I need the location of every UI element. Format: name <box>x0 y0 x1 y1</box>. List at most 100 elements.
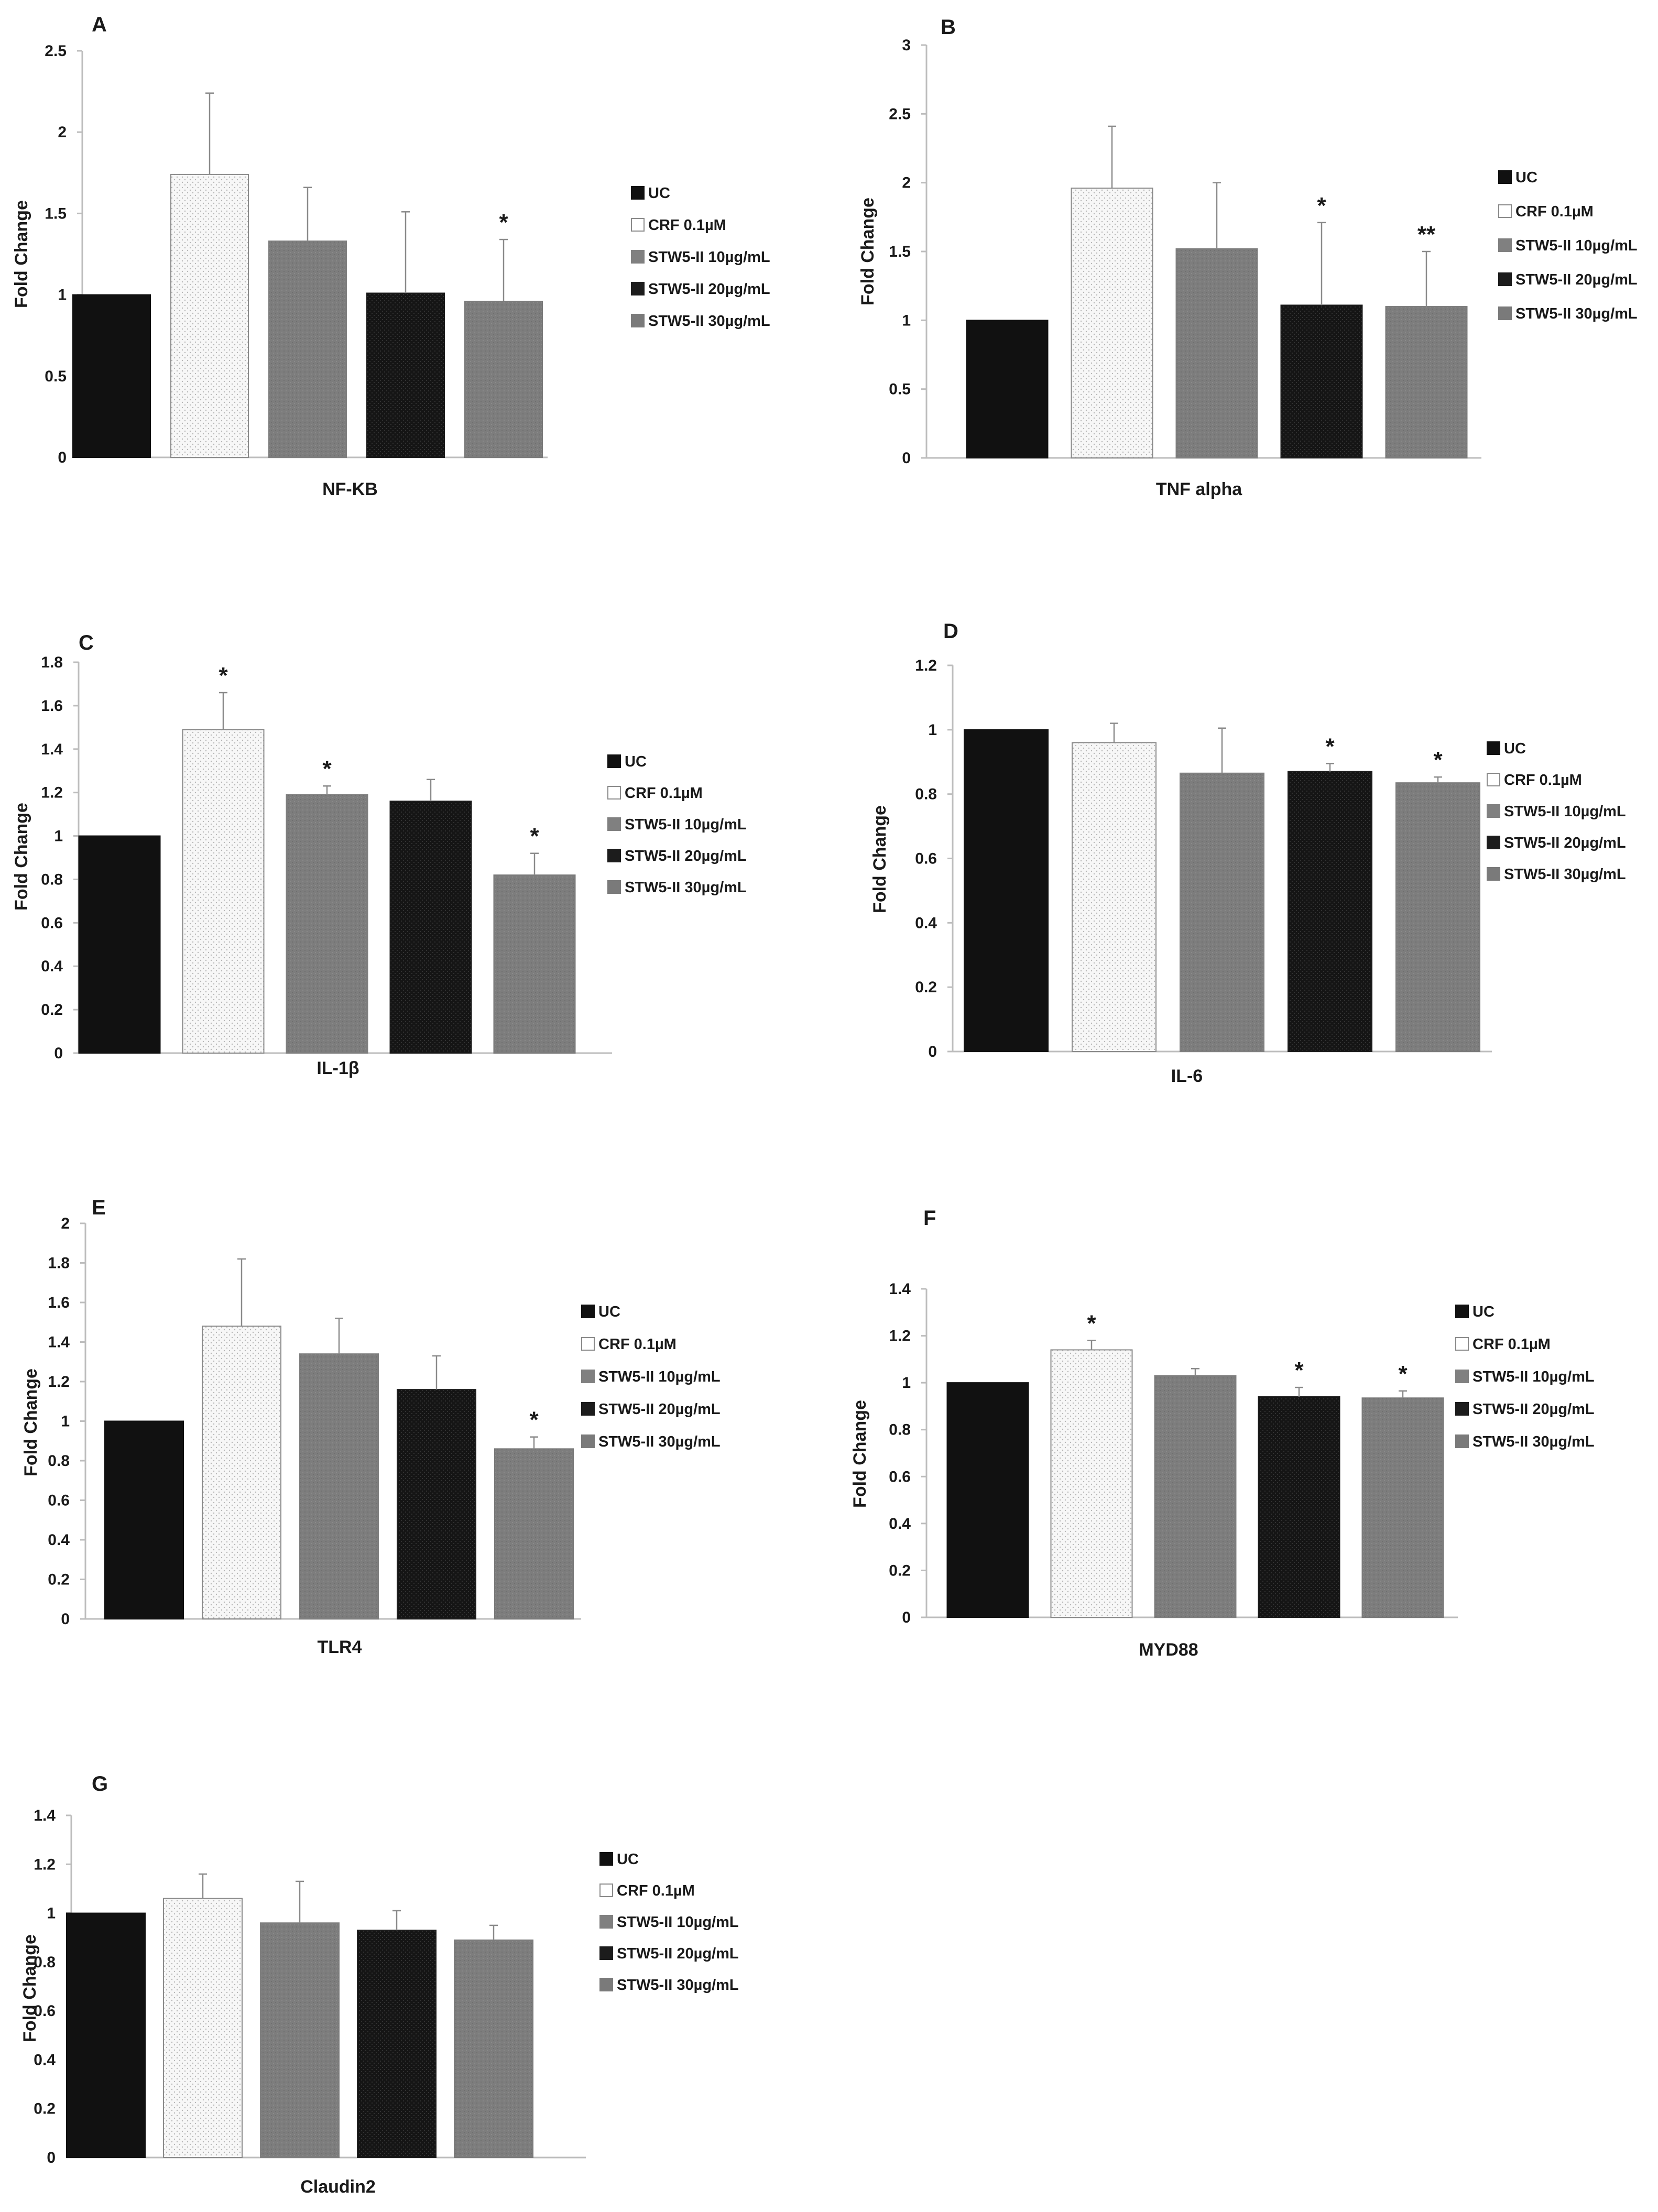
legend-label: STW5-II 30µg/mL <box>625 879 747 896</box>
bar <box>1050 1349 1133 1618</box>
y-tick-label: 0.4 <box>889 1515 911 1532</box>
legend-swatch <box>1455 1434 1469 1448</box>
legend-label: STW5-II 20µg/mL <box>625 848 747 864</box>
legend-swatch <box>607 880 621 894</box>
panel-letter: D <box>943 620 958 643</box>
legend-label: STW5-II 20µg/mL <box>598 1401 721 1418</box>
bar <box>366 292 445 458</box>
bar <box>454 1939 533 2159</box>
y-tick-label: 2 <box>58 124 67 141</box>
legend-label: STW5-II 20µg/mL <box>648 281 770 298</box>
legend-label: CRF 0.1µM <box>648 217 726 234</box>
legend-swatch <box>599 1915 613 1929</box>
y-tick-label: 0.5 <box>889 381 911 398</box>
x-axis-label: NF-KB <box>322 479 378 499</box>
legend-swatch <box>1498 238 1512 252</box>
legend-swatch <box>581 1305 595 1318</box>
y-tick-label: 0 <box>58 449 67 466</box>
legend-label: STW5-II 10µg/mL <box>1515 237 1638 254</box>
bar <box>1288 771 1372 1053</box>
y-tick-label: 0.6 <box>889 1468 911 1485</box>
bar <box>357 1930 437 2158</box>
legend-label: STW5-II 20µg/mL <box>1472 1401 1595 1418</box>
x-axis-label: IL-1β <box>317 1058 359 1078</box>
y-tick-label: 1 <box>47 1905 56 1922</box>
legend-swatch <box>581 1337 595 1351</box>
panels-group: A 0 0.5 1 1.5 2 2.5 Fold Change NF-KB * UC CRF 0.1µ… <box>12 13 1638 2197</box>
y-tick-label: 1.4 <box>34 1807 56 1824</box>
y-tick-label: 1 <box>902 312 911 329</box>
legend-swatch <box>1455 1370 1469 1383</box>
x-axis-label: Claudin2 <box>300 2177 376 2197</box>
bar <box>494 1448 574 1620</box>
legend-swatch <box>1455 1402 1469 1416</box>
panel-e: E 0 0.2 0.4 0.6 0.8 1 1.2 1.4 1.6 1.8 2 Fold Change T… <box>21 1196 721 1657</box>
y-tick-label: 1 <box>928 721 937 739</box>
y-tick-label: 2 <box>902 174 911 192</box>
significance-marker: * <box>530 824 539 849</box>
legend-swatch <box>581 1370 595 1383</box>
legend-swatch <box>1487 836 1500 849</box>
y-tick-label: 1.2 <box>34 1856 56 1873</box>
legend-label: STW5-II 30µg/mL <box>1504 866 1626 883</box>
legend-label: STW5-II 10µg/mL <box>648 249 770 266</box>
bar <box>182 729 265 1054</box>
legend-label: STW5-II 10µg/mL <box>625 816 747 833</box>
legend-label: UC <box>617 1851 639 1868</box>
legend-swatch <box>1455 1337 1469 1351</box>
bar <box>163 1898 243 2158</box>
bar <box>1072 742 1157 1052</box>
significance-marker: * <box>322 756 332 782</box>
y-tick-label: 0.8 <box>889 1421 911 1439</box>
legend-label: UC <box>598 1304 620 1320</box>
bar <box>72 294 151 458</box>
y-tick-label: 0.2 <box>41 1001 63 1019</box>
legend-label: STW5-II 10µg/mL <box>598 1368 721 1385</box>
legend-label: CRF 0.1µM <box>1472 1336 1551 1353</box>
y-tick-label: 1 <box>54 828 63 845</box>
legend-swatch <box>631 250 645 264</box>
y-tick-label: 1.6 <box>48 1294 70 1311</box>
legend-swatch <box>607 754 621 768</box>
bar <box>1175 248 1258 458</box>
y-tick-label: 0.6 <box>41 914 63 932</box>
legend-label: STW5-II 30µg/mL <box>598 1433 721 1450</box>
panel-f: F 0 0.2 0.4 0.6 0.8 1 1.2 1.4 Fold Change MYD88 * * *… <box>850 1207 1595 1660</box>
bar <box>1071 188 1153 458</box>
legend-swatch <box>1487 773 1500 786</box>
legend-label: STW5-II 20µg/mL <box>1515 271 1638 288</box>
bar <box>1180 772 1264 1052</box>
y-axis-label: Fold Change <box>21 1368 41 1476</box>
significance-marker: * <box>219 663 228 688</box>
legend-label: STW5-II 10µg/mL <box>617 1914 739 1931</box>
legend-label: UC <box>1472 1304 1495 1320</box>
legend-label: STW5-II 30µg/mL <box>1515 305 1638 322</box>
legend-swatch <box>631 218 645 232</box>
y-tick-label: 0.8 <box>915 786 937 803</box>
legend-label: UC <box>625 753 647 770</box>
panel-a: A 0 0.5 1 1.5 2 2.5 Fold Change NF-KB * UC CRF 0.1µ… <box>12 13 770 499</box>
panel-g: G 0 0.2 0.4 0.6 0.8 1 1.2 1.4 Fold Change Claudin2… <box>20 1772 739 2197</box>
y-tick-label: 3 <box>902 37 911 54</box>
y-tick-label: 1 <box>61 1413 70 1430</box>
y-tick-label: 1.2 <box>41 784 63 802</box>
legend-swatch <box>1455 1305 1469 1318</box>
significance-marker: * <box>529 1407 539 1433</box>
y-tick-label: 0.2 <box>34 2100 56 2118</box>
legend-swatch <box>607 849 621 862</box>
legend-label: STW5-II 30µg/mL <box>648 313 770 330</box>
legend-label: STW5-II 20µg/mL <box>617 1945 739 1962</box>
bar <box>493 874 576 1054</box>
y-axis-label: Fold Change <box>870 805 890 913</box>
legend-swatch <box>599 1884 613 1897</box>
significance-marker: * <box>1433 747 1443 773</box>
legend-swatch <box>581 1402 595 1416</box>
y-tick-label: 0 <box>61 1611 70 1628</box>
panel-letter: B <box>941 16 956 39</box>
y-tick-label: 0.8 <box>48 1452 70 1470</box>
bar <box>78 835 161 1054</box>
y-tick-label: 0.4 <box>41 958 63 975</box>
legend-label: CRF 0.1µM <box>1515 203 1594 220</box>
